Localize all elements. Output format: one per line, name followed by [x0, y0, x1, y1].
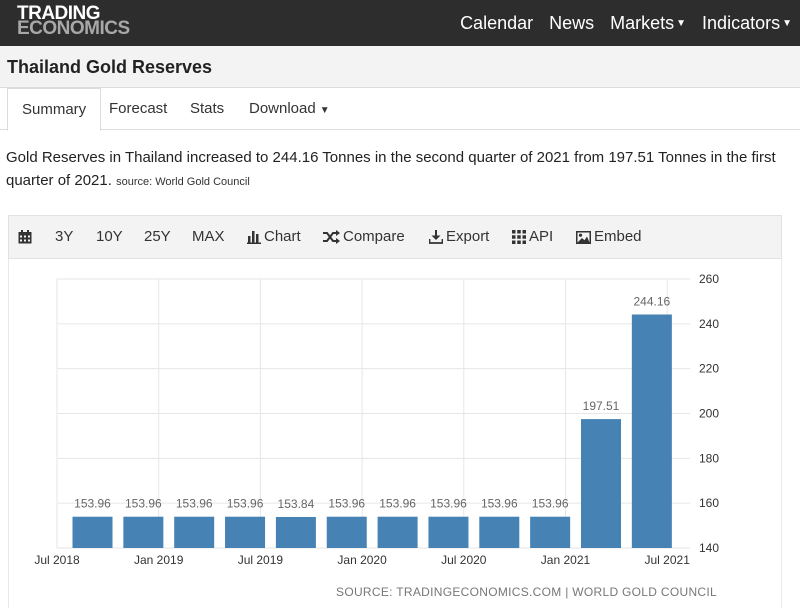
logo-line-1: TRADING — [17, 3, 101, 24]
bar[interactable] — [377, 516, 418, 548]
compare-label: Compare — [343, 228, 405, 245]
export-label: Export — [446, 228, 490, 245]
range-max-label: MAX — [192, 228, 225, 245]
chart-area: 153.96 153.96 153.96 153.96 153.84 153.96 153.… — [8, 259, 782, 608]
top-navbar: TRADING ECONOMICS Calendar News Markets ▼… — [0, 0, 800, 46]
tab-summary[interactable]: Summary — [7, 88, 102, 131]
bar-chart-icon — [247, 231, 261, 245]
bar[interactable] — [72, 516, 113, 548]
bar[interactable] — [225, 516, 266, 548]
tab-stats-label: Stats — [190, 100, 225, 117]
bar[interactable] — [123, 516, 164, 548]
range-3y-button[interactable]: 3Y — [55, 216, 73, 260]
bar-value-label: 153.96 — [328, 497, 365, 511]
nav-calendar-label: Calendar — [460, 13, 534, 33]
nav-calendar[interactable]: Calendar — [452, 0, 541, 46]
nav-markets-label: Markets — [610, 13, 675, 33]
bar-value-label: 153.96 — [532, 497, 569, 511]
page-title: Thailand Gold Reserves — [7, 57, 213, 77]
chart-type-button[interactable]: Chart — [247, 216, 301, 260]
tab-bar: Summary Forecast Stats Download ▼ — [0, 88, 800, 131]
range-3y-label: 3Y — [55, 228, 74, 245]
calendar-icon — [18, 230, 32, 244]
bar[interactable] — [174, 516, 215, 548]
site-logo[interactable]: TRADING ECONOMICS — [17, 3, 130, 39]
summary-text: Gold Reserves in Thailand increased to 2… — [6, 149, 776, 189]
bar-value-label: 153.96 — [74, 497, 111, 511]
chart-toolbar: 3Y 10Y 25Y MAX Chart Compare Export API — [8, 215, 782, 259]
bar-value-label: 153.96 — [481, 497, 518, 511]
grid-icon — [512, 230, 526, 245]
bar[interactable] — [326, 516, 367, 548]
shuffle-icon — [323, 230, 340, 245]
y-tick-label: 160 — [699, 496, 719, 510]
bar-value-label: 153.96 — [430, 497, 467, 511]
y-tick-label: 200 — [699, 407, 719, 421]
y-tick-label: 220 — [699, 362, 719, 376]
x-tick-label: Jul 2018 — [34, 553, 80, 567]
bar[interactable] — [275, 516, 316, 548]
tab-stats[interactable]: Stats — [176, 88, 238, 130]
bar[interactable] — [631, 314, 672, 548]
bar-value-label: 244.16 — [633, 295, 670, 309]
chart-type-label: Chart — [264, 228, 301, 245]
nav-news[interactable]: News — [541, 0, 602, 46]
y-tick-label: 260 — [699, 272, 719, 286]
embed-label: Embed — [594, 228, 642, 245]
y-tick-label: 180 — [699, 451, 719, 465]
x-tick-label: Jul 2020 — [441, 553, 487, 567]
bar-value-label: 153.96 — [379, 497, 416, 511]
x-tick-label: Jan 2019 — [134, 553, 184, 567]
bar-value-label: 153.96 — [176, 497, 213, 511]
summary-source: source: World Gold Council — [116, 176, 250, 188]
range-10y-label: 10Y — [96, 228, 123, 245]
logo-line-2: ECONOMICS — [17, 18, 130, 39]
api-button[interactable]: API — [512, 216, 553, 260]
range-max-button[interactable]: MAX — [192, 216, 225, 260]
tab-download[interactable]: Download ▼ — [235, 88, 344, 130]
embed-button[interactable]: Embed — [576, 216, 642, 260]
y-tick-label: 140 — [699, 541, 719, 555]
bar[interactable] — [530, 516, 571, 548]
tab-forecast[interactable]: Forecast — [95, 88, 181, 130]
nav-news-label: News — [549, 13, 595, 33]
bar-value-label: 153.84 — [278, 497, 315, 511]
x-tick-label: Jul 2019 — [238, 553, 284, 567]
x-tick-label: Jul 2021 — [645, 553, 691, 567]
x-tick-label: Jan 2020 — [337, 553, 387, 567]
y-tick-label: 240 — [699, 317, 719, 331]
range-10y-button[interactable]: 10Y — [96, 216, 123, 260]
bar[interactable] — [479, 516, 520, 548]
compare-button[interactable]: Compare — [322, 216, 405, 260]
api-label: API — [529, 228, 554, 245]
caret-down-icon: ▼ — [319, 105, 330, 116]
tab-summary-label: Summary — [22, 101, 87, 118]
bar-value-label: 153.96 — [125, 497, 162, 511]
title-bar: Thailand Gold Reserves — [0, 46, 800, 88]
export-button[interactable]: Export — [429, 216, 489, 260]
chart-source-text: SOURCE: TRADINGECONOMICS.COM | WORLD GOL… — [336, 585, 717, 599]
nav-indicators-label: Indicators — [702, 13, 781, 33]
caret-down-icon: ▼ — [782, 18, 792, 30]
range-25y-label: 25Y — [144, 228, 171, 245]
caret-down-icon: ▼ — [676, 18, 687, 30]
summary-description: Gold Reserves in Thailand increased to 2… — [6, 146, 796, 194]
gold-reserves-bar-chart: 153.96 153.96 153.96 153.96 153.84 153.96 153.… — [34, 272, 719, 599]
range-25y-button[interactable]: 25Y — [144, 216, 171, 260]
tab-forecast-label: Forecast — [109, 100, 168, 117]
calendar-button[interactable] — [18, 216, 35, 260]
nav-indicators[interactable]: Indicators ▼ — [694, 0, 800, 46]
bar[interactable] — [428, 516, 469, 548]
image-icon — [576, 230, 591, 244]
nav-markets[interactable]: Markets ▼ — [602, 0, 694, 46]
x-tick-label: Jan 2021 — [541, 553, 591, 567]
bar[interactable] — [581, 419, 621, 548]
download-icon — [429, 230, 443, 244]
main-nav: Calendar News Markets ▼ Indicators ▼ — [452, 0, 800, 46]
bar-value-label: 197.51 — [583, 399, 620, 413]
tab-download-label: Download — [249, 100, 316, 117]
bar-value-label: 153.96 — [227, 497, 264, 511]
